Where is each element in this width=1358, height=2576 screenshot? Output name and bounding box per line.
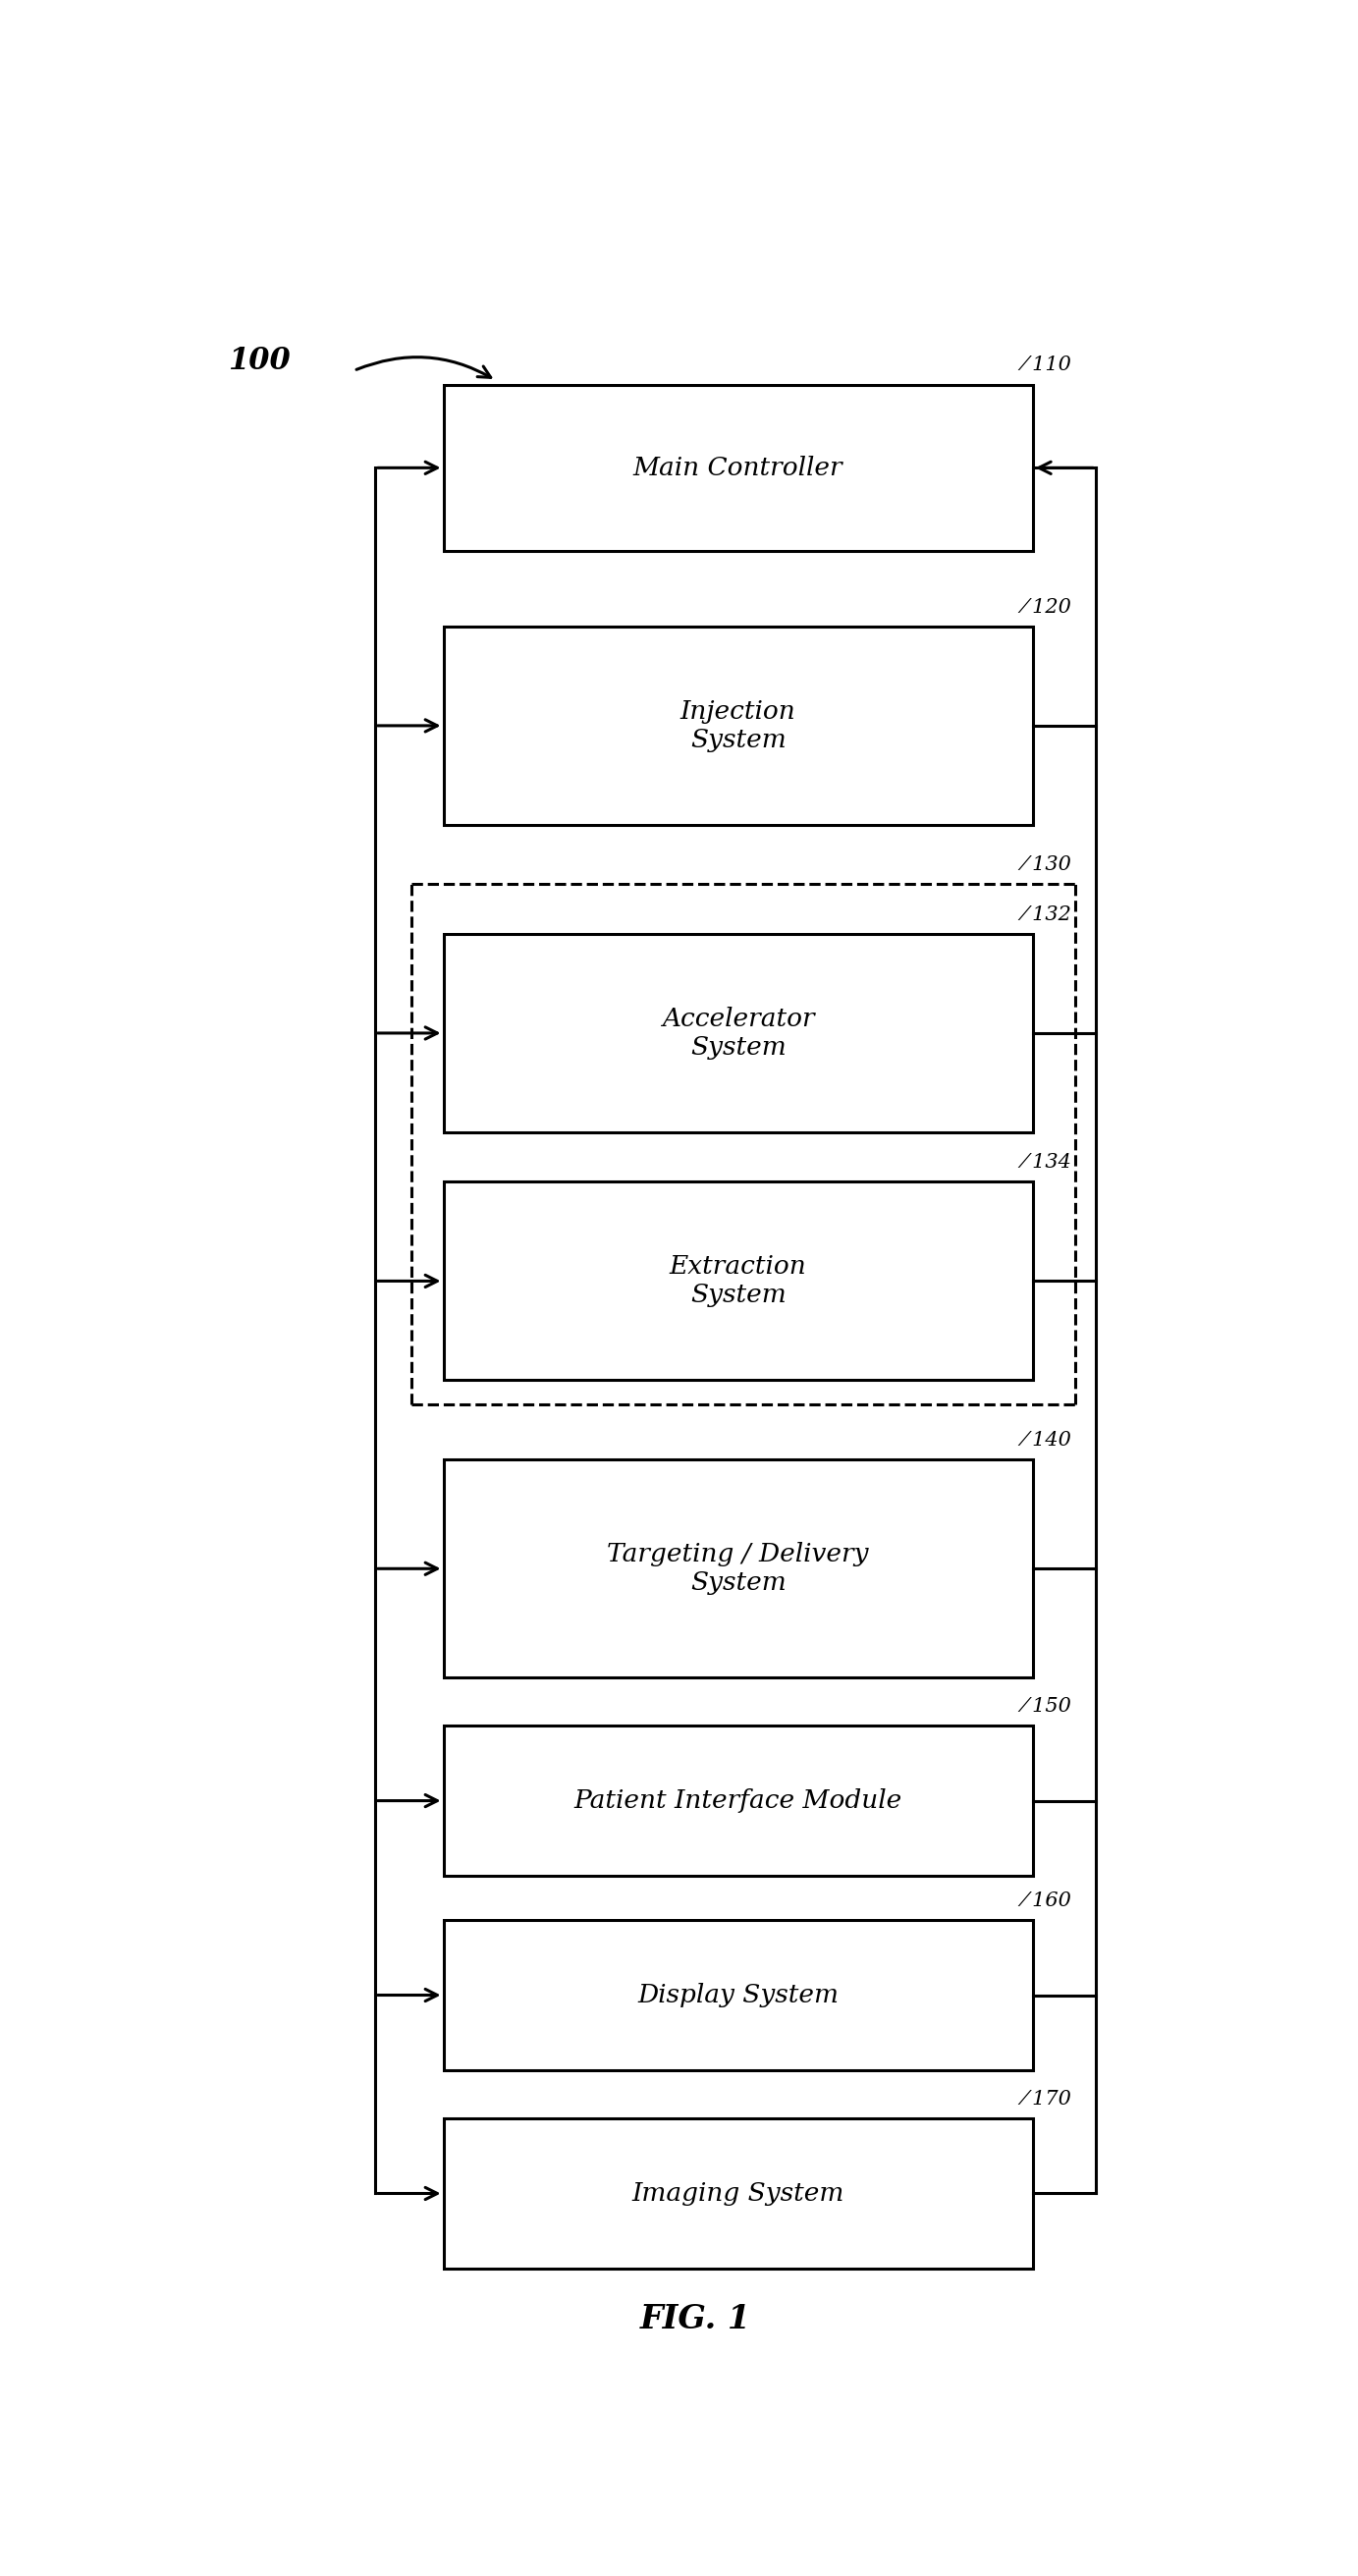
Text: Targeting / Delivery
System: Targeting / Delivery System xyxy=(607,1543,869,1595)
Text: Main Controller: Main Controller xyxy=(633,456,843,479)
Text: 100: 100 xyxy=(228,345,291,376)
Text: Extraction
System: Extraction System xyxy=(669,1255,807,1309)
Text: ⁄ 110: ⁄ 110 xyxy=(1023,355,1071,374)
Text: Accelerator
System: Accelerator System xyxy=(661,1007,815,1059)
Text: ⁄ 150: ⁄ 150 xyxy=(1023,1698,1071,1716)
Text: ⁄ 134: ⁄ 134 xyxy=(1023,1154,1071,1172)
Text: Injection
System: Injection System xyxy=(680,698,796,752)
Bar xyxy=(443,2117,1033,2269)
Text: FIG. 1: FIG. 1 xyxy=(641,2303,751,2334)
Text: ⁄ 140: ⁄ 140 xyxy=(1023,1432,1071,1450)
Bar xyxy=(443,384,1033,551)
Text: ⁄ 130: ⁄ 130 xyxy=(1023,855,1071,873)
Bar xyxy=(443,1182,1033,1381)
Bar xyxy=(443,1461,1033,1677)
Text: ⁄ 120: ⁄ 120 xyxy=(1023,598,1071,616)
Bar xyxy=(443,1919,1033,2071)
Text: Display System: Display System xyxy=(637,1984,839,2007)
Bar xyxy=(443,1726,1033,1875)
Bar xyxy=(443,626,1033,824)
Text: Imaging System: Imaging System xyxy=(631,2182,845,2205)
Text: ⁄ 132: ⁄ 132 xyxy=(1023,904,1071,925)
Text: ⁄ 160: ⁄ 160 xyxy=(1023,1891,1071,1909)
Bar xyxy=(443,935,1033,1133)
Text: ⁄ 170: ⁄ 170 xyxy=(1023,2089,1071,2107)
Text: Patient Interface Module: Patient Interface Module xyxy=(574,1788,902,1814)
